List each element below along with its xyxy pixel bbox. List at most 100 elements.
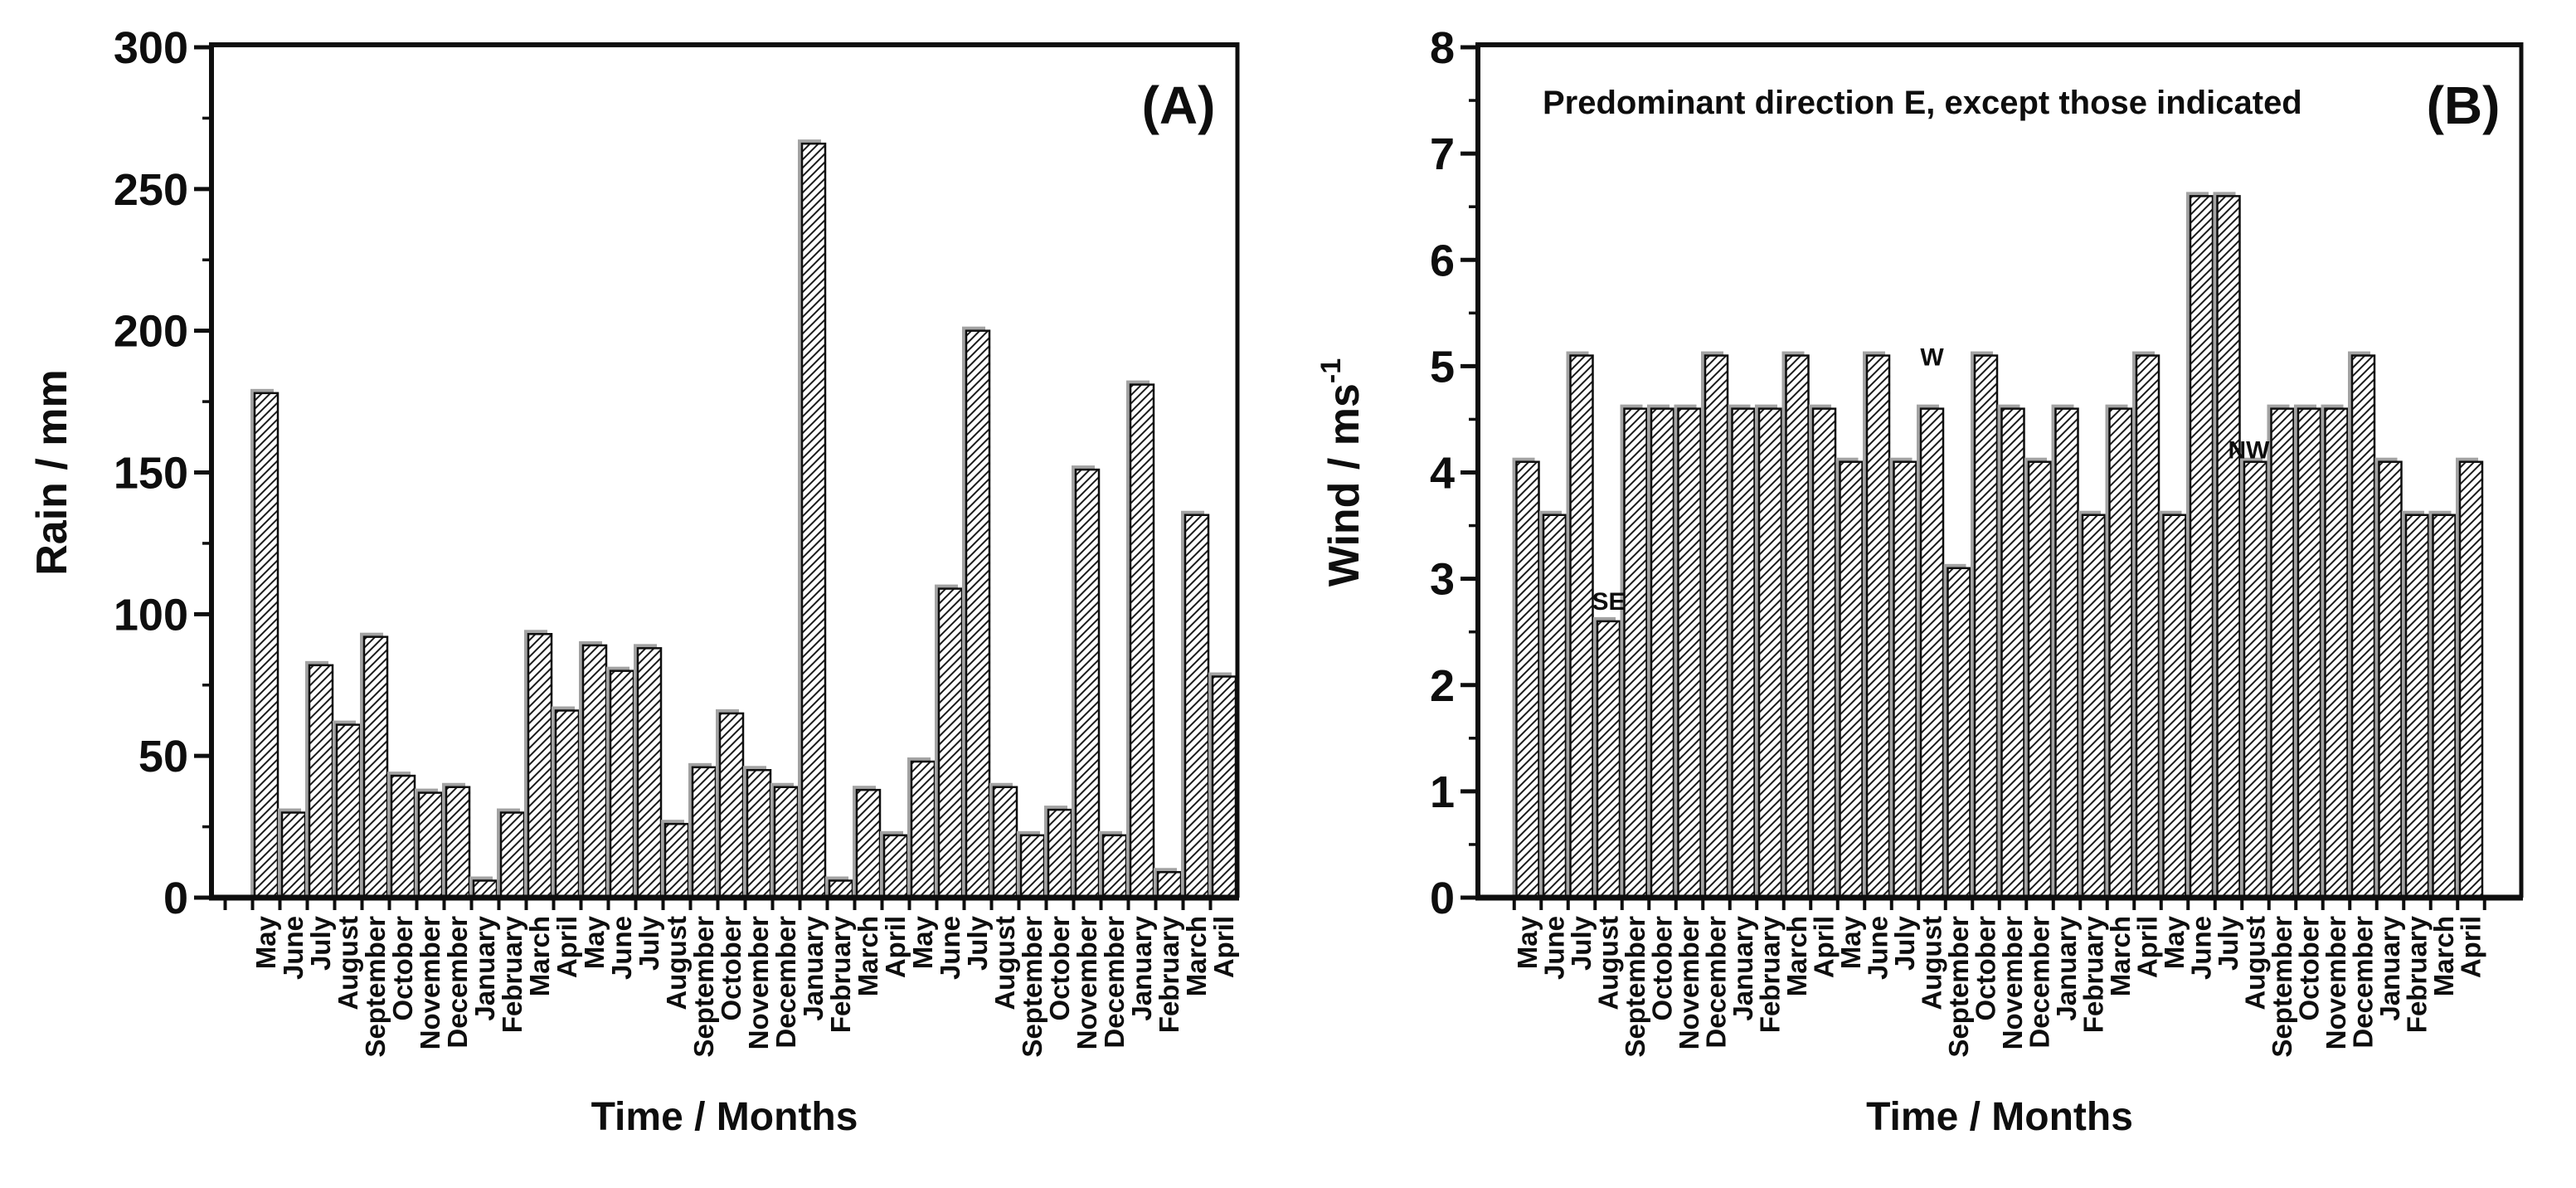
- bar: [1973, 354, 1999, 899]
- bar: [2027, 460, 2053, 899]
- x-tick-label: June: [278, 916, 309, 980]
- bar: [2135, 354, 2160, 899]
- y-axis-title-superscript: -1: [1315, 358, 1347, 383]
- x-tick-label: July: [1566, 915, 1597, 971]
- x-tick-label: February: [1755, 915, 1786, 1033]
- x-tick-label: January: [469, 915, 500, 1020]
- bar: [992, 786, 1018, 899]
- bar: [2081, 514, 2107, 899]
- x-tick-label: August: [661, 916, 692, 1010]
- x-tick-label: September: [360, 916, 391, 1058]
- wind-direction-label-nw: NW: [2228, 437, 2271, 465]
- bar: [1569, 354, 1594, 899]
- bar: [1019, 834, 1046, 899]
- bar: [718, 712, 745, 899]
- x-tick-label: June: [606, 916, 637, 980]
- bar: [1677, 407, 1702, 899]
- x-tick-label: January: [2374, 915, 2405, 1020]
- y-axis-title: Wind / ms-1: [1315, 358, 1368, 587]
- bar: [1785, 354, 1810, 899]
- y-tick-label: 150: [114, 449, 188, 499]
- bar: [2350, 354, 2376, 899]
- bar: [1074, 468, 1101, 899]
- bar: [1101, 834, 1128, 899]
- x-tick-label: August: [1593, 916, 1624, 1010]
- bar: [1865, 354, 1891, 899]
- bar: [910, 760, 936, 899]
- bar: [1047, 808, 1073, 899]
- bar: [554, 709, 581, 899]
- bar: [417, 791, 444, 899]
- wind-direction-label-se: SE: [1592, 588, 1625, 616]
- x-tick-label: December: [2348, 916, 2379, 1049]
- bar: [2378, 460, 2403, 899]
- x-tick-label: February: [2078, 915, 2109, 1033]
- x-tick-label: May: [250, 915, 281, 969]
- bar: [746, 769, 772, 899]
- x-tick-label: June: [1863, 916, 1893, 980]
- y-tick-label: 4: [1430, 449, 1455, 499]
- bar: [581, 644, 608, 899]
- x-tick-label: May: [1835, 915, 1866, 969]
- x-tick-label: November: [415, 916, 445, 1050]
- x-tick-label: July: [305, 915, 336, 971]
- x-tick-label: September: [688, 916, 719, 1058]
- bar: [2189, 195, 2214, 899]
- bar: [965, 329, 991, 899]
- x-axis-title: Time / Months: [591, 1095, 858, 1139]
- x-tick-label: May: [2159, 915, 2190, 969]
- bar: [1211, 675, 1237, 899]
- x-tick-label: November: [2321, 916, 2351, 1050]
- x-tick-label: April: [2132, 916, 2163, 978]
- y-tick-label: 50: [139, 732, 188, 781]
- bar: [1623, 407, 1648, 899]
- x-tick-label: September: [1620, 916, 1650, 1058]
- x-tick-label: July: [634, 915, 664, 971]
- bar: [2432, 514, 2457, 899]
- predominant-direction-note: Predominant direction E, except those in…: [1543, 85, 2302, 121]
- x-tick-label: May: [907, 915, 938, 969]
- x-tick-label: June: [1539, 916, 1570, 980]
- y-tick-label: 1: [1430, 767, 1455, 817]
- bar: [1596, 620, 1621, 899]
- x-tick-label: December: [1099, 916, 1130, 1049]
- x-tick-label: May: [1512, 915, 1543, 969]
- x-tick-label: January: [798, 915, 829, 1020]
- x-tick-label: December: [770, 916, 801, 1049]
- bar: [2054, 407, 2079, 899]
- bar: [2216, 195, 2241, 899]
- bar: [335, 723, 362, 899]
- bar: [362, 635, 389, 899]
- bar: [308, 664, 334, 899]
- bar: [445, 786, 471, 899]
- bar: [499, 811, 526, 899]
- x-tick-label: September: [1017, 916, 1047, 1058]
- x-tick-label: December: [1701, 916, 1732, 1049]
- bar: [1156, 871, 1183, 899]
- x-tick-label: March: [524, 916, 555, 996]
- bar: [800, 142, 827, 899]
- x-tick-label: March: [1781, 916, 1812, 996]
- x-tick-label: November: [1997, 916, 2028, 1050]
- x-tick-label: August: [1917, 916, 1947, 1010]
- bar: [1811, 407, 1837, 899]
- x-tick-label: January: [1126, 915, 1157, 1020]
- x-tick-label: March: [2105, 916, 2136, 996]
- x-tick-label: May: [579, 915, 610, 969]
- bar: [280, 811, 307, 899]
- y-tick-label: 200: [114, 307, 188, 357]
- chart-A-rain: 050100150200250300MayJuneJulyAugustSepte…: [28, 23, 1240, 1139]
- bar: [2243, 460, 2268, 899]
- bar: [1919, 407, 1945, 899]
- x-tick-label: July: [1889, 915, 1920, 971]
- x-tick-label: January: [2051, 915, 2082, 1020]
- y-tick-label: 7: [1430, 129, 1455, 179]
- bar: [253, 392, 279, 899]
- x-tick-label: November: [743, 916, 774, 1050]
- bar: [691, 766, 717, 899]
- bar: [2270, 407, 2295, 899]
- x-tick-label: March: [2428, 916, 2459, 996]
- x-tick-label: October: [1971, 916, 2001, 1021]
- bar: [882, 834, 909, 899]
